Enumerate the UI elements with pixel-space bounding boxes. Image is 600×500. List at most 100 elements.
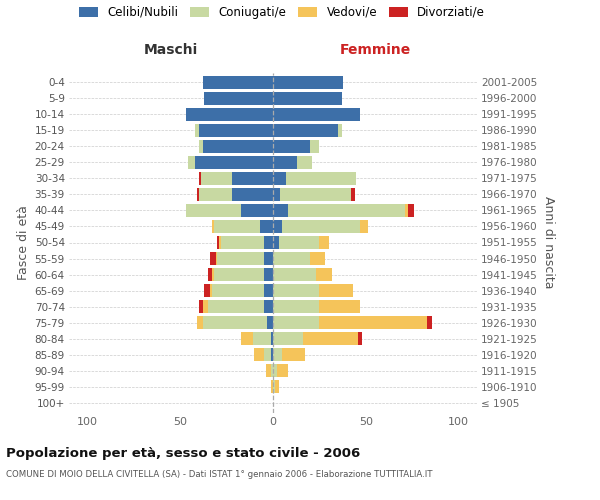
- Bar: [264, 348, 271, 361]
- Y-axis label: Fasce di età: Fasce di età: [17, 205, 31, 280]
- Bar: [208, 300, 264, 313]
- Bar: [273, 188, 280, 201]
- Bar: [197, 316, 203, 329]
- Bar: [273, 172, 286, 185]
- Bar: [271, 348, 273, 361]
- Bar: [273, 380, 275, 394]
- Bar: [282, 220, 360, 233]
- Bar: [278, 236, 319, 249]
- Bar: [199, 300, 203, 313]
- Bar: [264, 268, 273, 281]
- Bar: [282, 348, 305, 361]
- Bar: [273, 364, 277, 377]
- Bar: [273, 76, 343, 88]
- Bar: [319, 300, 360, 313]
- Bar: [205, 284, 210, 297]
- Bar: [188, 156, 195, 168]
- Bar: [273, 236, 278, 249]
- Bar: [319, 236, 329, 249]
- Bar: [427, 316, 433, 329]
- Bar: [273, 348, 282, 361]
- Bar: [221, 236, 264, 249]
- Bar: [360, 220, 368, 233]
- Bar: [232, 172, 273, 185]
- Bar: [203, 140, 273, 152]
- Bar: [338, 124, 341, 136]
- Text: Maschi: Maschi: [144, 44, 198, 58]
- Bar: [203, 300, 208, 313]
- Bar: [199, 124, 273, 136]
- Bar: [273, 252, 310, 265]
- Bar: [214, 220, 260, 233]
- Bar: [195, 124, 199, 136]
- Bar: [214, 268, 264, 281]
- Bar: [316, 268, 332, 281]
- Text: COMUNE DI MOIO DELLA CIVITELLA (SA) - Dati ISTAT 1° gennaio 2006 - Elaborazione : COMUNE DI MOIO DELLA CIVITELLA (SA) - Da…: [6, 470, 433, 479]
- Bar: [264, 284, 273, 297]
- Bar: [186, 108, 273, 120]
- Bar: [195, 156, 273, 168]
- Bar: [264, 252, 273, 265]
- Bar: [210, 284, 212, 297]
- Bar: [273, 268, 316, 281]
- Bar: [264, 300, 273, 313]
- Bar: [271, 364, 273, 377]
- Bar: [286, 172, 356, 185]
- Bar: [319, 284, 353, 297]
- Bar: [275, 380, 278, 394]
- Bar: [273, 284, 319, 297]
- Bar: [319, 316, 427, 329]
- Bar: [277, 364, 288, 377]
- Bar: [212, 284, 264, 297]
- Bar: [268, 316, 273, 329]
- Bar: [351, 188, 355, 201]
- Bar: [404, 204, 409, 217]
- Bar: [288, 204, 404, 217]
- Bar: [273, 140, 310, 152]
- Text: Popolazione per età, sesso e stato civile - 2006: Popolazione per età, sesso e stato civil…: [6, 448, 360, 460]
- Bar: [266, 364, 271, 377]
- Bar: [310, 140, 319, 152]
- Legend: Celibi/Nubili, Coniugati/e, Vedovi/e, Divorziati/e: Celibi/Nubili, Coniugati/e, Vedovi/e, Di…: [79, 6, 485, 19]
- Bar: [186, 204, 241, 217]
- Bar: [254, 348, 264, 361]
- Bar: [273, 220, 282, 233]
- Bar: [203, 76, 273, 88]
- Bar: [232, 188, 273, 201]
- Bar: [205, 92, 273, 104]
- Bar: [273, 204, 288, 217]
- Bar: [199, 140, 203, 152]
- Bar: [212, 268, 214, 281]
- Bar: [273, 108, 360, 120]
- Bar: [264, 236, 273, 249]
- Bar: [273, 300, 319, 313]
- Text: Femmine: Femmine: [340, 44, 410, 58]
- Bar: [203, 316, 268, 329]
- Bar: [253, 332, 271, 345]
- Bar: [273, 124, 338, 136]
- Bar: [199, 172, 200, 185]
- Bar: [271, 332, 273, 345]
- Bar: [197, 188, 199, 201]
- Bar: [280, 188, 351, 201]
- Bar: [217, 236, 219, 249]
- Bar: [297, 156, 312, 168]
- Bar: [273, 156, 297, 168]
- Bar: [271, 380, 273, 394]
- Bar: [273, 92, 341, 104]
- Bar: [210, 252, 215, 265]
- Bar: [217, 252, 264, 265]
- Bar: [200, 172, 232, 185]
- Bar: [215, 252, 217, 265]
- Bar: [212, 220, 214, 233]
- Bar: [310, 252, 325, 265]
- Y-axis label: Anni di nascita: Anni di nascita: [542, 196, 554, 288]
- Bar: [208, 268, 212, 281]
- Bar: [409, 204, 414, 217]
- Bar: [219, 236, 221, 249]
- Bar: [273, 332, 302, 345]
- Bar: [199, 188, 232, 201]
- Bar: [241, 204, 273, 217]
- Bar: [241, 332, 253, 345]
- Bar: [260, 220, 273, 233]
